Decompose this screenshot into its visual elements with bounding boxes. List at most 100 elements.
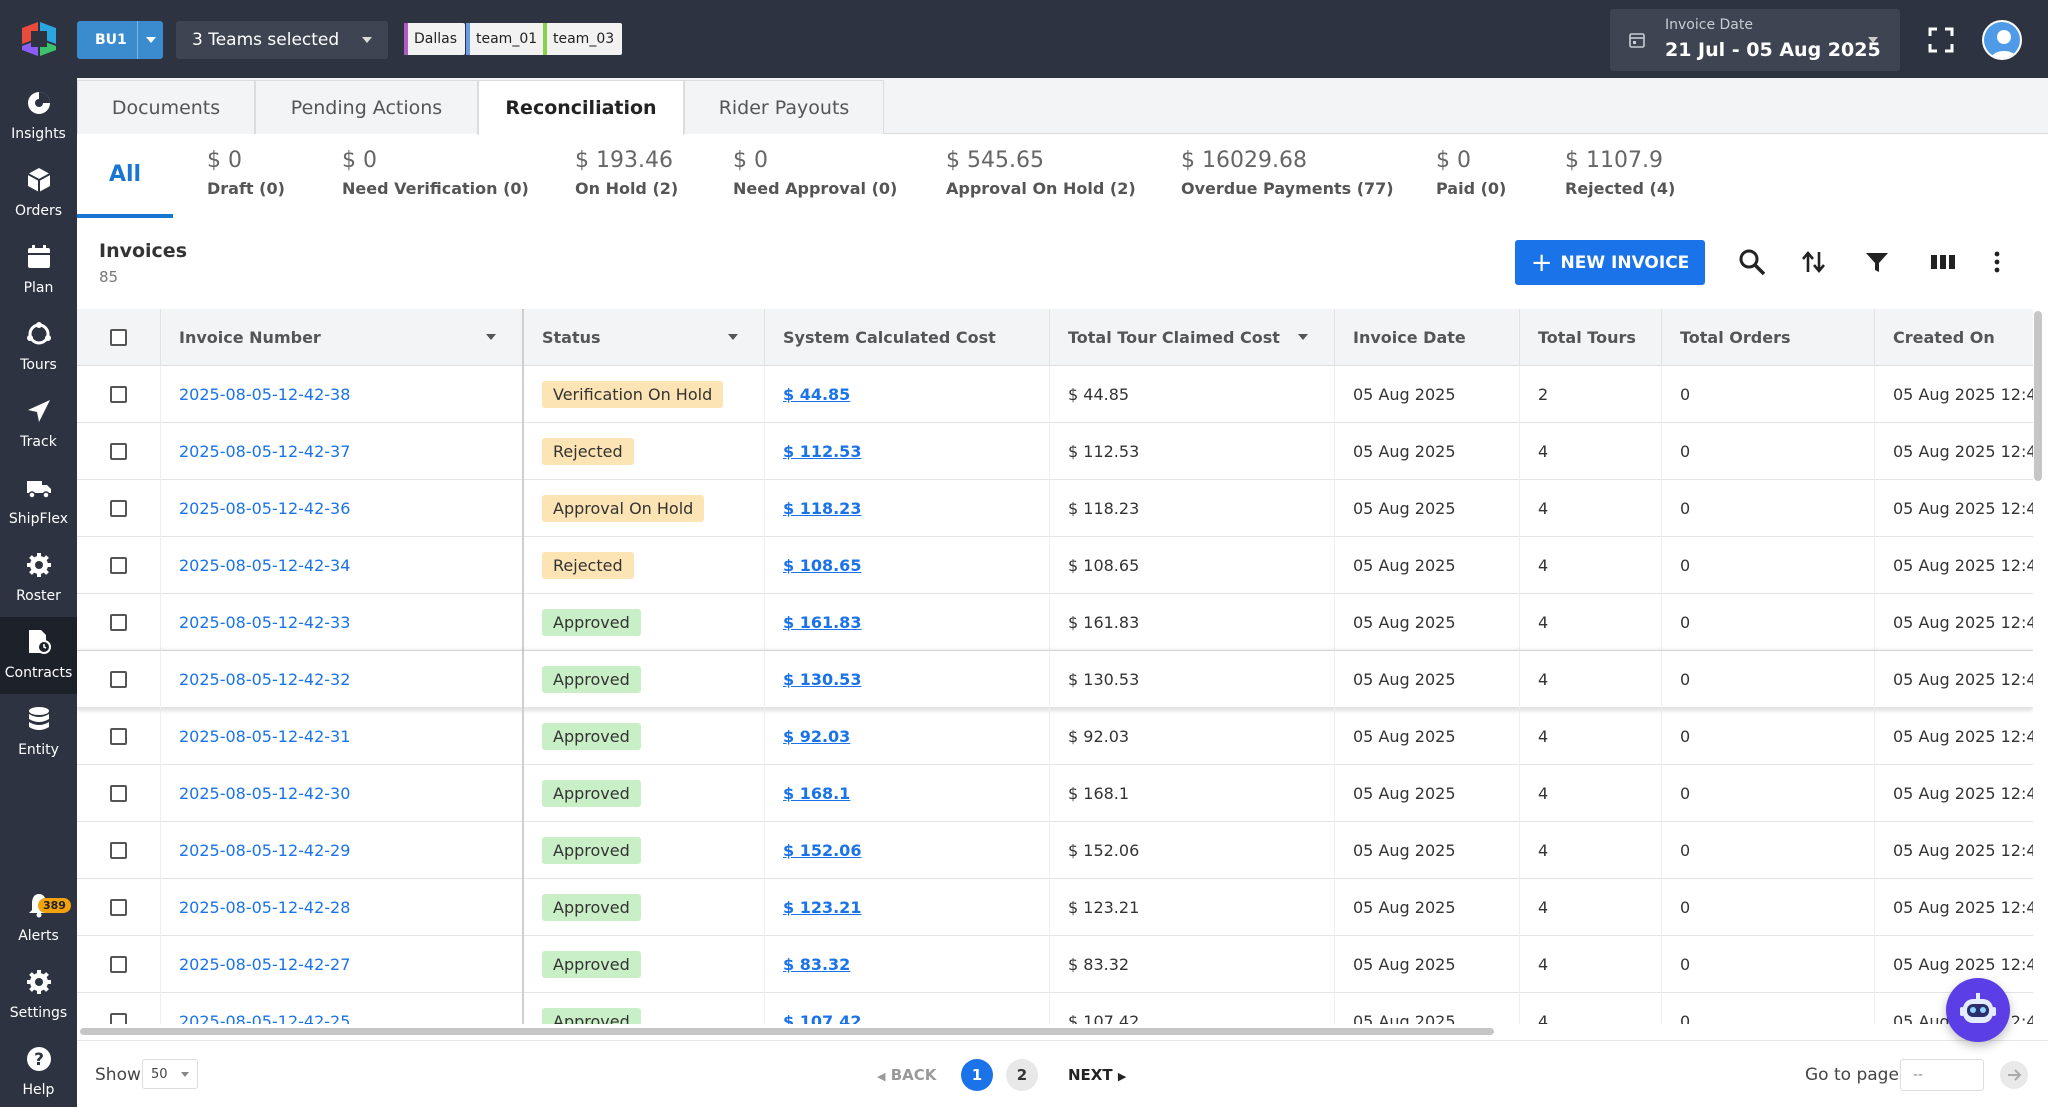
summary-need-approval[interactable]: $ 0 Need Approval (0) xyxy=(733,148,897,198)
table-row[interactable]: 2025-08-05-12-42-31 Approved $ 92.03 $ 92.0… xyxy=(77,708,2033,765)
summary-all-tab[interactable]: All xyxy=(77,134,173,218)
system-cost-link[interactable]: $ 112.53 xyxy=(783,442,862,461)
select-all-checkbox[interactable] xyxy=(110,329,127,346)
invoice-number-link[interactable]: 2025-08-05-12-42-27 xyxy=(179,955,351,974)
table-row[interactable]: 2025-08-05-12-42-29 Approved $ 152.06 $ 152… xyxy=(77,822,2033,879)
system-cost-link[interactable]: $ 44.85 xyxy=(783,385,851,404)
page-button-1[interactable]: 1 xyxy=(961,1059,993,1091)
invoice-number-link[interactable]: 2025-08-05-12-42-38 xyxy=(179,385,351,404)
tab-documents[interactable]: Documents xyxy=(77,80,255,134)
columns-icon[interactable] xyxy=(1929,248,1957,276)
table-row[interactable]: 2025-08-05-12-42-30 Approved $ 168.1 $ 168.… xyxy=(77,765,2033,822)
table-row[interactable]: 2025-08-05-12-42-25 Approved $ 107.42 $ 107… xyxy=(77,993,2033,1024)
column-header-total-tour-claimed-cost[interactable]: Total Tour Claimed Cost xyxy=(1050,309,1335,366)
invoice-date-range-picker[interactable]: Invoice Date 21 Jul - 05 Aug 2025 xyxy=(1610,9,1900,71)
system-cost-link[interactable]: $ 118.23 xyxy=(783,499,862,518)
system-cost-link[interactable]: $ 83.32 xyxy=(783,955,851,974)
table-row[interactable]: 2025-08-05-12-42-37 Rejected $ 112.53 $ 112… xyxy=(77,423,2033,480)
column-header-total-tours[interactable]: Total Tours xyxy=(1520,309,1662,366)
teams-select[interactable]: 3 Teams selected xyxy=(176,21,388,59)
sidebar-item-roster[interactable]: Roster xyxy=(0,540,77,617)
invoice-number-link[interactable]: 2025-08-05-12-42-36 xyxy=(179,499,351,518)
sidebar-item-help[interactable]: ? Help xyxy=(0,1034,77,1107)
table-row[interactable]: 2025-08-05-12-42-38 Verification On Hold $… xyxy=(77,366,2033,423)
summary-rejected[interactable]: $ 1107.9 Rejected (4) xyxy=(1565,148,1675,198)
row-checkbox[interactable] xyxy=(110,386,127,403)
table-row[interactable]: 2025-08-05-12-42-33 Approved $ 161.83 $ 161… xyxy=(77,594,2033,651)
row-checkbox[interactable] xyxy=(110,1013,127,1024)
page-button-2[interactable]: 2 xyxy=(1006,1059,1038,1091)
table-row[interactable]: 2025-08-05-12-42-34 Rejected $ 108.65 $ 108… xyxy=(77,537,2033,594)
back-button[interactable]: ◀ BACK xyxy=(877,1066,936,1084)
column-header-total-orders[interactable]: Total Orders xyxy=(1662,309,1875,366)
business-unit-select[interactable]: BU1 xyxy=(77,21,163,59)
team-chip[interactable]: team_01 xyxy=(466,23,546,55)
sort-down-icon[interactable] xyxy=(486,334,496,340)
sidebar-item-orders[interactable]: Orders xyxy=(0,155,77,232)
fullscreen-icon[interactable] xyxy=(1928,27,1954,53)
more-options-icon[interactable] xyxy=(1983,248,2011,276)
invoice-number-link[interactable]: 2025-08-05-12-42-25 xyxy=(179,1012,351,1024)
row-checkbox[interactable] xyxy=(110,842,127,859)
invoice-number-link[interactable]: 2025-08-05-12-42-30 xyxy=(179,784,351,803)
row-checkbox[interactable] xyxy=(110,785,127,802)
system-cost-link[interactable]: $ 123.21 xyxy=(783,898,862,917)
row-checkbox[interactable] xyxy=(110,557,127,574)
sidebar-item-shipflex[interactable]: ShipFlex xyxy=(0,463,77,540)
system-cost-link[interactable]: $ 152.06 xyxy=(783,841,862,860)
invoice-number-link[interactable]: 2025-08-05-12-42-33 xyxy=(179,613,351,632)
invoice-number-link[interactable]: 2025-08-05-12-42-34 xyxy=(179,556,351,575)
sort-down-icon[interactable] xyxy=(1298,334,1308,340)
system-cost-link[interactable]: $ 168.1 xyxy=(783,784,851,803)
summary-approval-on-hold[interactable]: $ 545.65 Approval On Hold (2) xyxy=(946,148,1136,198)
row-checkbox[interactable] xyxy=(110,899,127,916)
next-button[interactable]: NEXT ▶ xyxy=(1068,1066,1126,1084)
tab-reconciliation[interactable]: Reconciliation xyxy=(478,80,684,135)
vertical-scrollbar[interactable] xyxy=(2034,311,2042,481)
sidebar-item-settings[interactable]: Settings xyxy=(0,957,77,1034)
system-cost-link[interactable]: $ 130.53 xyxy=(783,670,862,689)
tab-rider-payouts[interactable]: Rider Payouts xyxy=(684,80,884,134)
sidebar-item-contracts[interactable]: Contracts xyxy=(0,617,77,694)
row-checkbox[interactable] xyxy=(110,671,127,688)
table-row[interactable]: 2025-08-05-12-42-27 Approved $ 83.32 $ 83.3… xyxy=(77,936,2033,993)
invoice-number-link[interactable]: 2025-08-05-12-42-29 xyxy=(179,841,351,860)
search-icon[interactable] xyxy=(1738,248,1766,276)
go-arrow-icon[interactable] xyxy=(2000,1061,2028,1089)
tab-pending-actions[interactable]: Pending Actions xyxy=(255,80,478,134)
table-row[interactable]: 2025-08-05-12-42-36 Approval On Hold $ 118… xyxy=(77,480,2033,537)
user-avatar[interactable] xyxy=(1982,20,2022,60)
team-chip[interactable]: team_03 xyxy=(543,23,623,55)
sidebar-item-alerts[interactable]: 389 Alerts xyxy=(0,880,77,957)
sidebar-item-plan[interactable]: Plan xyxy=(0,232,77,309)
team-chip[interactable]: Dallas xyxy=(404,23,466,55)
row-checkbox[interactable] xyxy=(110,500,127,517)
row-checkbox[interactable] xyxy=(110,614,127,631)
chat-assistant-button[interactable] xyxy=(1946,978,2010,1042)
column-header-invoice-number[interactable]: Invoice Number xyxy=(161,309,524,366)
page-size-select[interactable]: 50 xyxy=(142,1059,198,1089)
column-header-invoice-date[interactable]: Invoice Date xyxy=(1335,309,1520,366)
sort-icon[interactable] xyxy=(1800,248,1828,276)
sidebar-item-tours[interactable]: Tours xyxy=(0,309,77,386)
system-cost-link[interactable]: $ 108.65 xyxy=(783,556,862,575)
summary-paid[interactable]: $ 0 Paid (0) xyxy=(1436,148,1506,198)
row-checkbox[interactable] xyxy=(110,443,127,460)
column-header-system-calculated-cost[interactable]: System Calculated Cost xyxy=(765,309,1050,366)
filter-icon[interactable] xyxy=(1863,248,1891,276)
table-row[interactable]: 2025-08-05-12-42-32 Approved $ 130.53 $ 130… xyxy=(77,651,2033,708)
invoice-number-link[interactable]: 2025-08-05-12-42-37 xyxy=(179,442,351,461)
sidebar-item-entity[interactable]: Entity xyxy=(0,694,77,771)
app-logo-icon[interactable] xyxy=(18,18,60,60)
column-header-status[interactable]: Status xyxy=(524,309,765,366)
row-checkbox[interactable] xyxy=(110,956,127,973)
summary-overdue-payments[interactable]: $ 16029.68 Overdue Payments (77) xyxy=(1181,148,1394,198)
table-row[interactable]: 2025-08-05-12-42-28 Approved $ 123.21 $ 123… xyxy=(77,879,2033,936)
sidebar-item-track[interactable]: Track xyxy=(0,386,77,463)
sort-down-icon[interactable] xyxy=(728,334,738,340)
column-header-created-on[interactable]: Created On xyxy=(1875,309,2033,366)
go-to-page-input[interactable]: -- xyxy=(1900,1059,1984,1091)
row-checkbox[interactable] xyxy=(110,728,127,745)
system-cost-link[interactable]: $ 107.42 xyxy=(783,1012,862,1024)
summary-on-hold[interactable]: $ 193.46 On Hold (2) xyxy=(575,148,678,198)
